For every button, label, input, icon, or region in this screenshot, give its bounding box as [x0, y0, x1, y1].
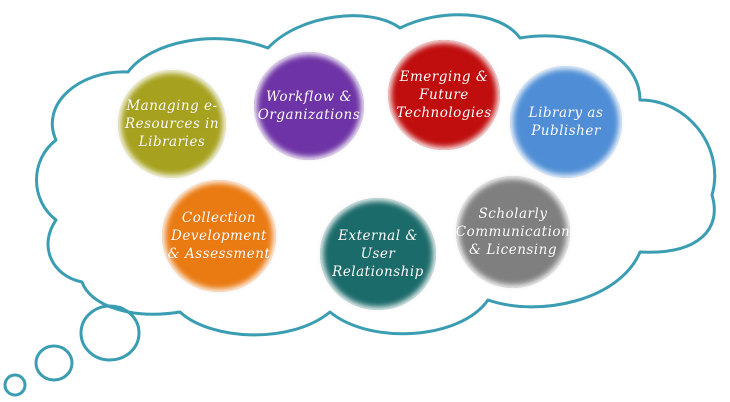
cloud-outline [35, 13, 717, 337]
bubble-library-as-publisher: Library as Publisher [510, 66, 622, 178]
bubble-collection-development: Collection Development & Assessment [162, 180, 276, 292]
bubble-workflow-organizations: Workflow & Organizations [254, 52, 364, 160]
bubble-scholarly-communication: Scholarly Communication & Licensing [456, 176, 570, 288]
bubble-emerging-technologies: Emerging & Future Technologies [388, 40, 500, 150]
bubble-label: Collection Development & Assessment [167, 210, 271, 262]
bubble-label: Emerging & Future Technologies [396, 69, 492, 121]
bubble-managing-e-resources: Managing e- Resources in Libraries [118, 70, 226, 178]
thought-bubble-medium [34, 344, 74, 382]
bubble-label: Scholarly Communication & Licensing [455, 206, 571, 258]
thought-bubble-small [3, 373, 27, 397]
thought-bubble-large [79, 304, 141, 362]
bubble-label: Library as Publisher [528, 105, 604, 139]
bubble-external-user-relationship: External & User Relationship [320, 198, 436, 310]
bubble-label: Workflow & Organizations [257, 89, 361, 123]
bubble-label: Managing e- Resources in Libraries [124, 98, 220, 150]
bubble-label: External & User Relationship [332, 228, 424, 280]
